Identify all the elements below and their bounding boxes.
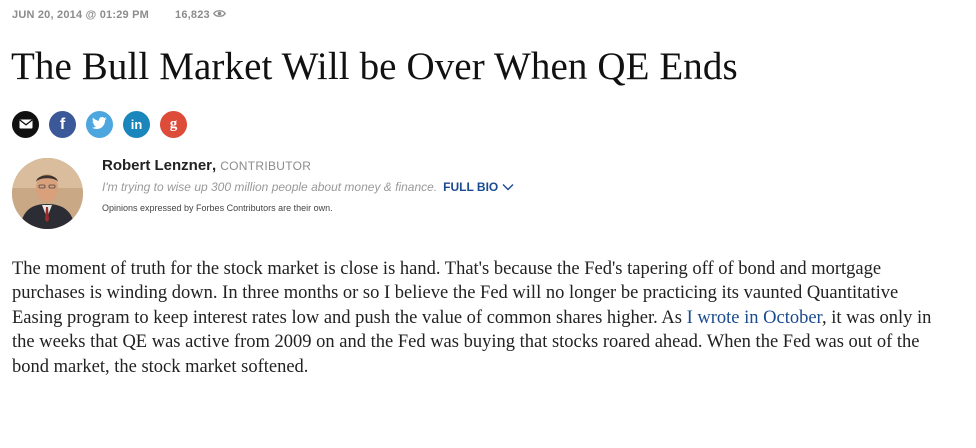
google-plus-share-button[interactable]: g bbox=[160, 111, 187, 138]
article-paragraph: The moment of truth for the stock market… bbox=[12, 257, 952, 379]
author-line: Robert Lenzner , CONTRIBUTOR bbox=[102, 157, 514, 174]
author-bio-line: I'm trying to wise up 300 million people… bbox=[102, 180, 514, 194]
facebook-share-button[interactable]: f bbox=[49, 111, 76, 138]
linkedin-icon: in bbox=[130, 117, 143, 132]
linkedin-share-button[interactable]: in bbox=[123, 111, 150, 138]
email-share-button[interactable] bbox=[12, 111, 39, 138]
facebook-icon: f bbox=[59, 115, 66, 133]
twitter-icon bbox=[92, 116, 107, 134]
author-info: Robert Lenzner , CONTRIBUTOR I'm trying … bbox=[102, 157, 514, 213]
author-bio: I'm trying to wise up 300 million people… bbox=[102, 180, 438, 194]
email-icon bbox=[18, 116, 33, 134]
full-bio-button[interactable]: FULL BIO bbox=[443, 180, 514, 194]
view-count-value: 16,823 bbox=[175, 9, 210, 21]
author-role: CONTRIBUTOR bbox=[220, 159, 312, 173]
paragraph-text-before-link: The moment of truth for the stock market… bbox=[12, 259, 899, 328]
october-article-link[interactable]: I wrote in October bbox=[686, 307, 822, 328]
eye-icon bbox=[212, 9, 226, 21]
paragraph-text-after-link: , it was only in the weeks that QE was a… bbox=[12, 307, 932, 377]
publish-date: JUN 20, 2014 @ 01:29 PM bbox=[12, 9, 150, 21]
share-bar: f in g bbox=[12, 111, 197, 138]
author-avatar[interactable] bbox=[12, 158, 83, 229]
author-name[interactable]: Robert Lenzner bbox=[102, 157, 213, 174]
article-title: The Bull Market Will be Over When QE End… bbox=[11, 45, 738, 88]
chevron-down-icon bbox=[498, 180, 514, 194]
view-count: 16,823 bbox=[175, 9, 226, 21]
article-meta: JUN 20, 2014 @ 01:29 PM 16,823 bbox=[12, 9, 226, 21]
contributor-disclaimer: Opinions expressed by Forbes Contributor… bbox=[102, 203, 333, 213]
full-bio-label: FULL BIO bbox=[443, 180, 499, 194]
twitter-share-button[interactable] bbox=[86, 111, 113, 138]
google-plus-icon: g bbox=[169, 116, 178, 132]
author-separator: , bbox=[212, 157, 217, 174]
